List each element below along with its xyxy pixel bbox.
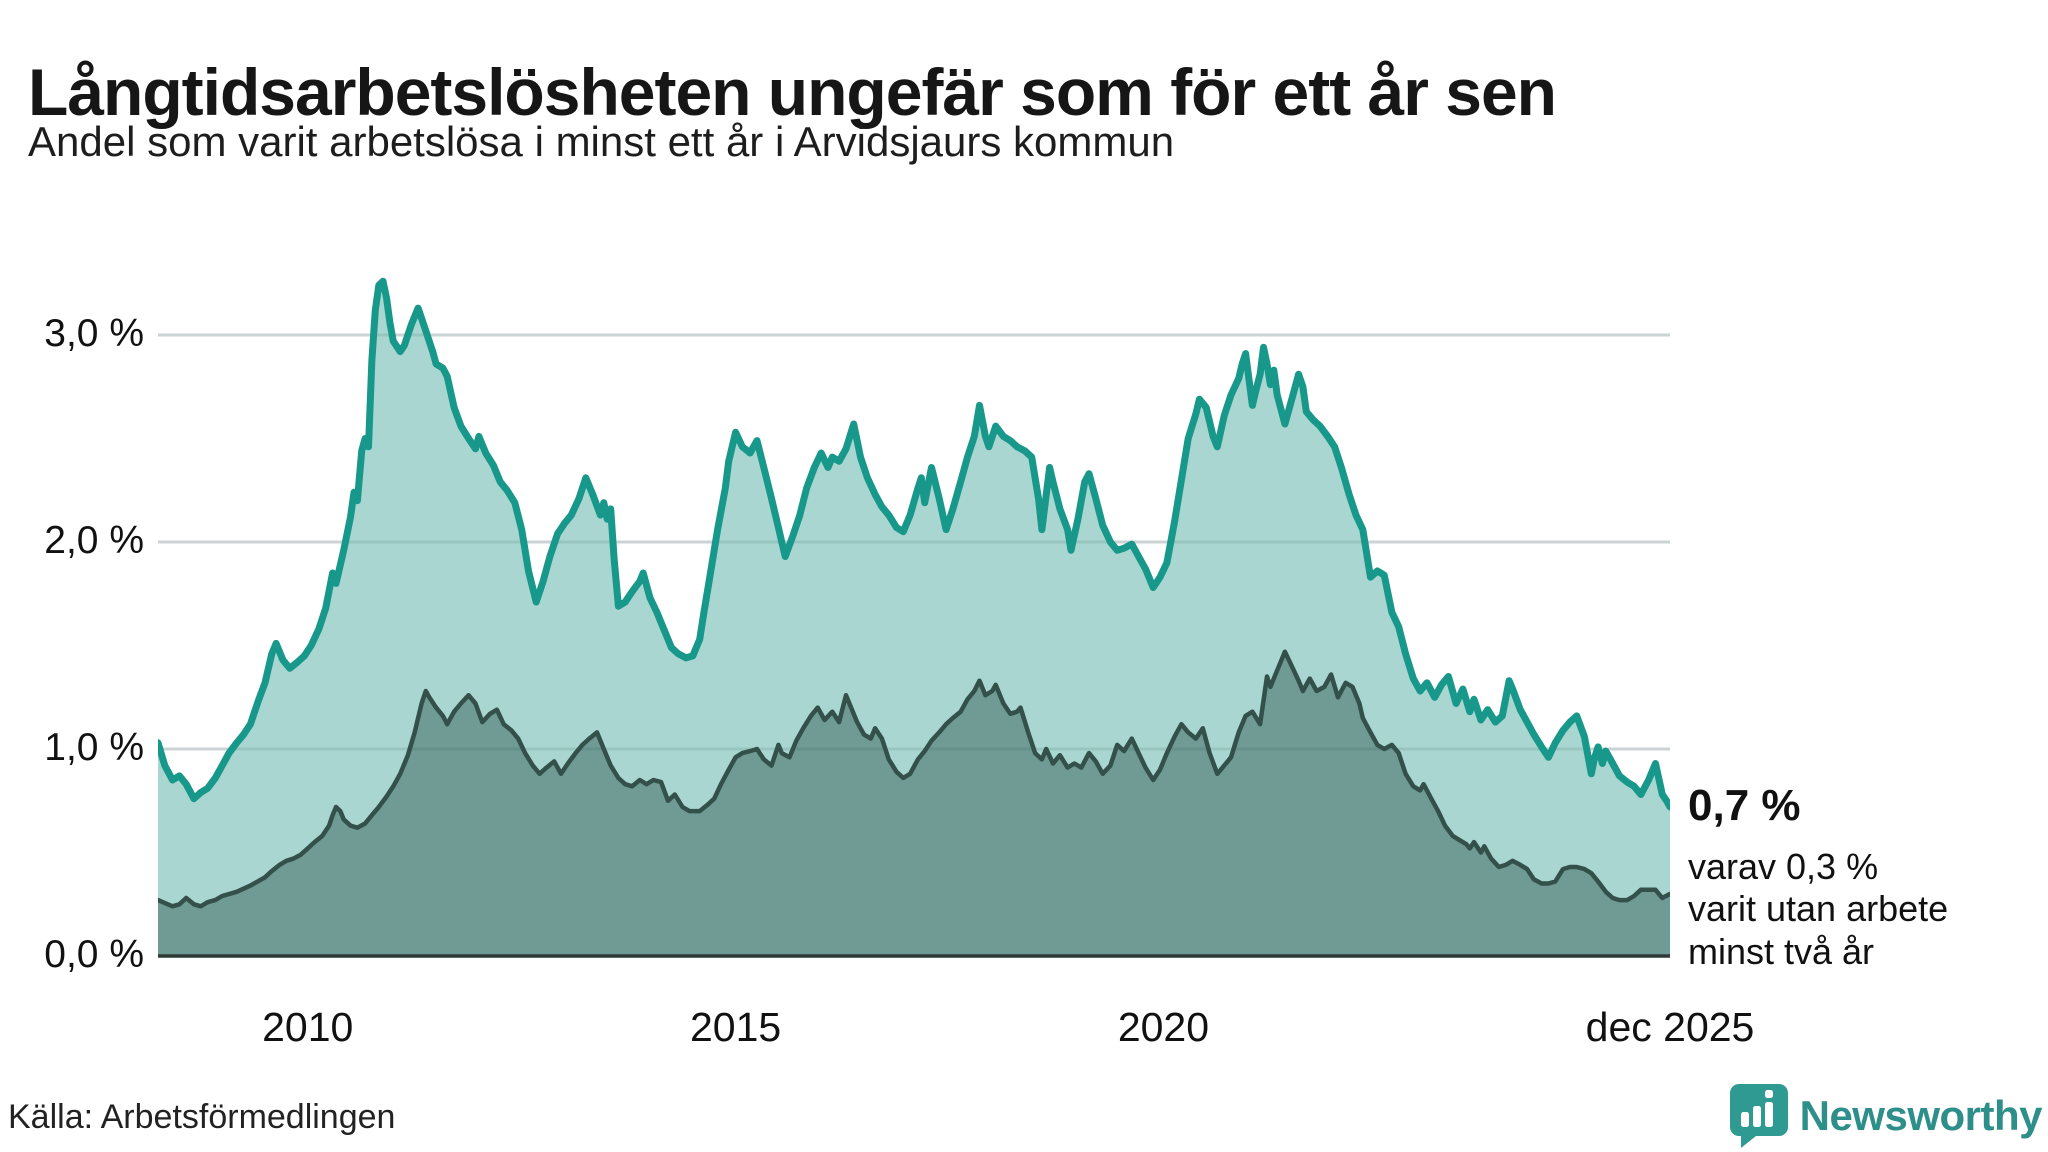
annotation-line: varit utan arbete xyxy=(1688,888,1949,930)
x-tick-label: 2010 xyxy=(262,1004,354,1050)
end-value-label: 0,7 % xyxy=(1688,781,1801,830)
area-chart xyxy=(158,277,1670,958)
line-one-year xyxy=(158,277,1670,811)
y-tick-label: 1,0 % xyxy=(44,726,144,770)
brand-logo: Newsworthy xyxy=(1728,1082,2043,1150)
end-value-annotation: 0,7 % varav 0,3 % varit utan arbete mins… xyxy=(1688,784,1948,973)
annotation-line: minst två år xyxy=(1688,930,1875,972)
newsworthy-icon xyxy=(1729,1084,1788,1148)
line-two-years xyxy=(158,649,1670,909)
y-tick-label: 0,0 % xyxy=(44,933,144,977)
x-tick-label: dec 2025 xyxy=(1585,1004,1755,1050)
page-title: Långtidsarbetslösheten ungefär som för e… xyxy=(28,55,1557,130)
source-credit: Källa: Arbetsförmedlingen xyxy=(8,1098,396,1136)
page-subtitle: Andel som varit arbetslösa i minst ett å… xyxy=(28,118,1175,165)
x-tick-label: 2015 xyxy=(689,1004,782,1050)
y-tick-label: 3,0 % xyxy=(44,312,144,356)
y-tick-label: 2,0 % xyxy=(44,519,144,563)
area-fill-two-years xyxy=(158,651,1670,956)
annotation-line: varav 0,3 % xyxy=(1688,846,1879,887)
brand-name: Newsworthy xyxy=(1799,1092,2043,1139)
x-tick-label: 2020 xyxy=(1117,1004,1210,1050)
